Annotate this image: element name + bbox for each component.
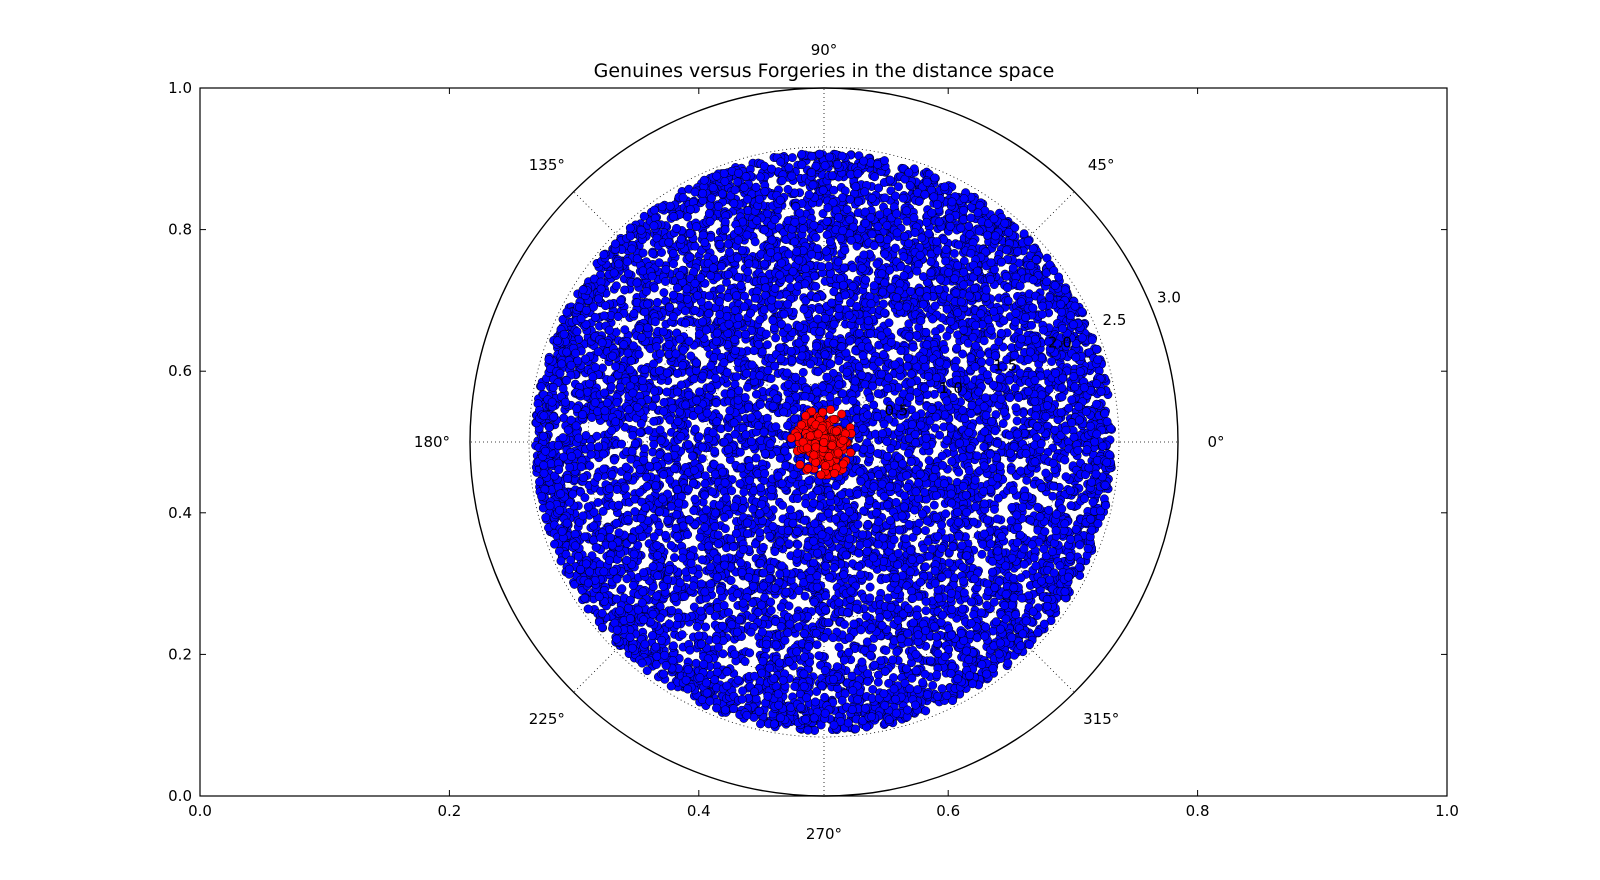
genuine-point	[953, 330, 963, 340]
genuine-point	[697, 454, 707, 464]
x-axis: 0.0 0.2 0.4 0.6 0.8 1.0	[188, 88, 1459, 820]
genuine-point	[621, 462, 631, 472]
genuine-point	[589, 521, 599, 531]
genuine-point	[661, 265, 671, 274]
genuine-point	[581, 431, 591, 440]
y-tick-label: 0.8	[168, 221, 192, 239]
x-tick-label: 0.2	[437, 802, 461, 820]
genuine-point	[620, 285, 630, 295]
genuine-point	[649, 416, 659, 426]
x-tick-label: 0.0	[188, 802, 212, 820]
genuine-point	[690, 424, 700, 434]
genuine-point	[735, 479, 745, 489]
genuine-point	[880, 308, 889, 318]
y-axis: 0.0 0.2 0.4 0.6 0.8 1.0	[168, 79, 1447, 805]
genuine-point	[758, 542, 768, 552]
genuine-point	[701, 622, 711, 632]
x-tick-label: 1.0	[1435, 802, 1459, 820]
genuine-point	[704, 209, 714, 218]
genuine-point	[707, 487, 717, 497]
genuine-point	[704, 291, 714, 301]
genuine-point	[1041, 411, 1051, 421]
genuine-point	[851, 724, 861, 734]
y-tick-label: 0.6	[168, 362, 192, 380]
genuine-point	[777, 479, 787, 489]
genuine-point	[917, 509, 927, 519]
y-tick-label: 0.4	[168, 504, 192, 522]
genuine-point	[563, 425, 573, 435]
genuine-point	[1061, 472, 1071, 482]
genuine-point	[718, 649, 728, 659]
genuine-point	[865, 582, 875, 592]
genuine-point	[798, 367, 808, 377]
genuine-point	[991, 617, 1001, 627]
genuine-point	[921, 606, 931, 616]
genuine-point	[649, 439, 659, 449]
genuine-point	[914, 518, 924, 528]
genuine-point	[892, 647, 902, 657]
genuine-point	[891, 191, 900, 201]
genuine-point	[829, 185, 839, 195]
genuine-point	[888, 655, 898, 665]
genuine-point	[585, 461, 595, 471]
genuine-point	[669, 259, 679, 269]
genuine-point	[583, 604, 593, 614]
x-tick-label: 0.8	[1186, 802, 1210, 820]
genuine-points	[531, 149, 1117, 735]
genuine-point	[654, 521, 664, 531]
y-tick-label: 0.0	[168, 787, 192, 805]
genuine-point	[665, 302, 675, 312]
genuine-point	[738, 686, 748, 696]
genuine-point	[771, 333, 781, 343]
genuine-point	[620, 325, 630, 335]
genuine-point	[820, 692, 830, 702]
genuine-point	[868, 643, 877, 653]
genuine-point	[745, 648, 755, 658]
genuine-point	[1012, 416, 1022, 426]
genuine-point	[814, 305, 824, 315]
genuine-point	[623, 269, 633, 279]
genuine-point	[755, 315, 765, 325]
genuine-point	[672, 369, 682, 378]
genuine-point	[726, 575, 736, 585]
genuine-point	[825, 237, 835, 246]
genuine-point	[541, 513, 551, 523]
x-tick-label: 0.6	[936, 802, 960, 820]
genuine-point	[790, 414, 800, 424]
genuine-point	[716, 284, 726, 294]
genuine-point	[942, 331, 952, 341]
genuine-point	[942, 304, 952, 314]
genuine-point	[672, 510, 682, 520]
genuine-point	[1005, 393, 1015, 403]
polar-grid-circle	[528, 146, 1120, 738]
genuine-point	[1019, 559, 1029, 569]
genuine-point	[894, 182, 903, 192]
genuine-point	[977, 549, 987, 559]
genuine-point	[1003, 283, 1012, 293]
genuine-point	[663, 515, 673, 525]
genuine-point	[910, 505, 920, 515]
genuine-point	[993, 493, 1003, 503]
genuine-point	[695, 532, 705, 542]
genuine-point	[751, 389, 761, 399]
genuine-point	[949, 249, 959, 258]
x-tick-label: 0.4	[687, 802, 711, 820]
genuine-point	[690, 241, 700, 251]
genuine-point	[880, 193, 890, 203]
genuine-point	[766, 605, 776, 615]
genuine-point	[902, 361, 912, 371]
genuine-point	[921, 526, 930, 536]
y-tick-label: 0.2	[168, 645, 192, 663]
y-tick-label: 1.0	[168, 79, 192, 97]
genuine-point	[921, 706, 931, 716]
genuine-point	[942, 435, 952, 445]
genuine-point	[803, 725, 813, 735]
genuine-point	[778, 500, 788, 510]
